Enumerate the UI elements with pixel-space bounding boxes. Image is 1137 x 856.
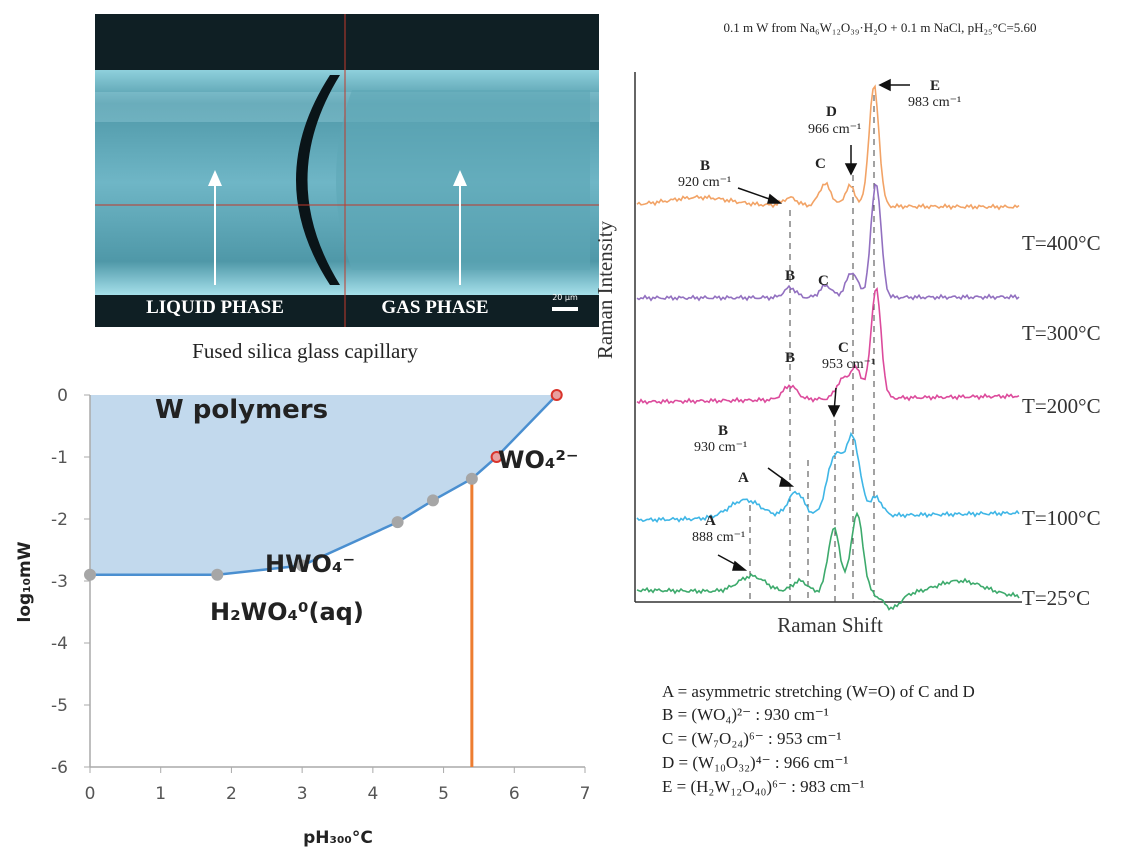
peak-label: E (930, 78, 940, 94)
photo: LIQUID PHASE GAS PHASE 20 µm (95, 14, 599, 327)
x-tick-label: 7 (580, 784, 591, 804)
peak-label: A (738, 470, 749, 486)
y-tick-label: 0 (57, 386, 68, 406)
temperature-label: T=300°C (1022, 321, 1101, 345)
region-label: HWO₄⁻ (265, 550, 355, 578)
point (552, 390, 562, 400)
peak-label: 888 cm⁻¹ (692, 530, 745, 545)
peak-label: B (785, 350, 795, 366)
y-axis-label: log₁₀mW (15, 541, 35, 622)
figure: LIQUID PHASE GAS PHASE 20 µm Fused silic… (0, 0, 1137, 856)
peak-label: C (815, 156, 826, 172)
point (393, 517, 403, 527)
region-label: W polymers (155, 395, 328, 425)
temperature-label: T=100°C (1022, 506, 1101, 530)
raman-x-label: Raman Shift (777, 613, 883, 637)
scale-bar-label: 20 µm (552, 293, 578, 302)
peak-label: 983 cm⁻¹ (908, 95, 961, 110)
region-label: H₂WO₄⁰(aq) (210, 598, 364, 626)
point (467, 474, 477, 484)
legend-line: E = (H₂W₁₂O₄₀)⁶⁻ : 983 cm⁻¹ (662, 777, 865, 796)
peak-label: B (718, 423, 728, 439)
peak-label: C (838, 340, 849, 356)
peak-label: 920 cm⁻¹ (678, 175, 731, 190)
y-tick-label: -1 (51, 448, 68, 468)
temperature-label: T=400°C (1022, 231, 1101, 255)
raman-title: 0.1 m W from Na₆W₁₂O₃₉·H₂O + 0.1 m NaCl,… (723, 20, 1036, 35)
y-tick-label: -3 (51, 572, 68, 592)
peak-label: 953 cm⁻¹ (822, 357, 875, 372)
x-tick-label: 3 (297, 784, 308, 804)
spectrum (637, 289, 1019, 404)
raman-panel: 0.1 m W from Na₆W₁₂O₃₉·H₂O + 0.1 m NaCl,… (593, 20, 1101, 796)
temperature-label: T=25°C (1022, 586, 1090, 610)
x-tick-label: 1 (155, 784, 166, 804)
x-tick-label: 5 (438, 784, 449, 804)
photo-label: LIQUID PHASE (146, 297, 284, 318)
legend-line: C = (W₇O₂₄)⁶⁻ : 953 cm⁻¹ (662, 729, 842, 748)
peak-label: B (785, 268, 795, 284)
x-tick-label: 2 (226, 784, 237, 804)
peak-label: B (700, 158, 710, 174)
y-tick-label: -2 (51, 510, 68, 530)
y-tick-label: -6 (51, 758, 68, 778)
x-tick-label: 6 (509, 784, 520, 804)
legend-line: A = asymmetric stretching (W=O) of C and… (662, 682, 975, 701)
y-tick-label: -5 (51, 696, 68, 716)
legend-line: B = (WO₄)²⁻ : 930 cm⁻¹ (662, 705, 829, 724)
peak-label: C (818, 273, 829, 289)
peak-label: 966 cm⁻¹ (808, 122, 861, 137)
x-axis-label: pH₃₀₀°C (303, 828, 373, 848)
x-tick-label: 4 (367, 784, 378, 804)
y-tick-label: -4 (51, 634, 68, 654)
peak-label: A (705, 513, 716, 529)
peak-label: 930 cm⁻¹ (694, 440, 747, 455)
legend-line: D = (W₁₀O₃₂)⁴⁻ : 966 cm⁻¹ (662, 753, 848, 772)
point (428, 495, 438, 505)
photo-caption: Fused silica glass capillary (192, 339, 418, 363)
temperature-label: T=200°C (1022, 394, 1101, 418)
point (212, 570, 222, 580)
region-label: WO₄²⁻ (498, 446, 579, 474)
point (85, 570, 95, 580)
peak-label: D (826, 104, 837, 120)
x-tick-label: 0 (85, 784, 96, 804)
photo-label: GAS PHASE (381, 297, 488, 318)
spectrum (637, 514, 1019, 610)
raman-y-label: Raman Intensity (593, 220, 617, 359)
